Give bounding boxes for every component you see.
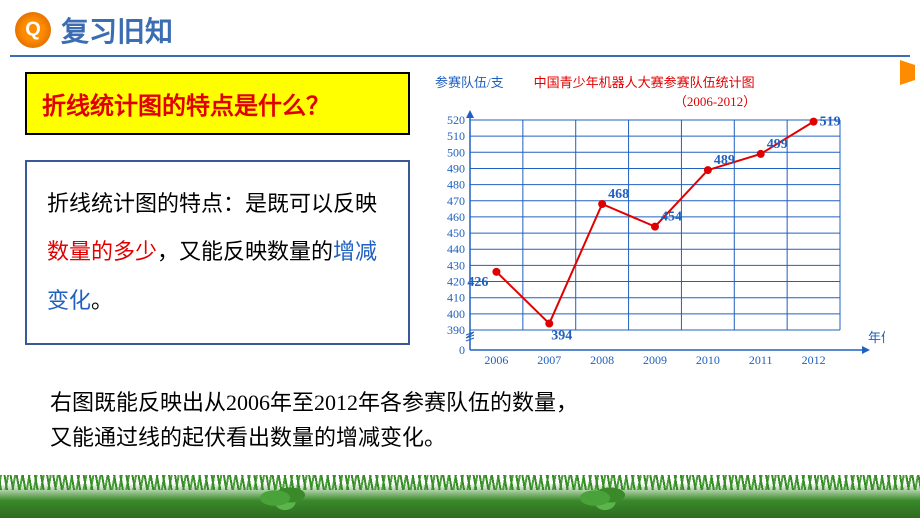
svg-text:400: 400 (447, 307, 465, 321)
svg-text:2008: 2008 (590, 353, 614, 365)
svg-text:2006: 2006 (484, 353, 508, 365)
svg-text:519: 519 (820, 115, 841, 130)
question-box: 折线统计图的特点是什么？ (25, 72, 410, 135)
y-axis-label: 参赛队伍/支 (435, 72, 504, 91)
svg-text:年份: 年份 (868, 330, 885, 345)
svg-text:520: 520 (447, 113, 465, 127)
answer-part1: 折线统计图的特点：是既可以反映 (47, 191, 377, 216)
chart-subtitle: （2006-2012） (545, 91, 885, 110)
svg-text:2010: 2010 (696, 353, 720, 365)
svg-text:468: 468 (608, 187, 629, 202)
chart-svg: 390 400 410 420 430 440 450 460 470 480 490 500 510 5… (425, 110, 885, 365)
svg-text:390: 390 (447, 323, 465, 337)
page-title: 复习旧知 (61, 10, 173, 50)
svg-text:0: 0 (459, 343, 465, 357)
bush-decor (580, 480, 630, 510)
svg-text:499: 499 (767, 137, 788, 152)
svg-text:510: 510 (447, 129, 465, 143)
bush-decor (260, 480, 310, 510)
svg-text:2012: 2012 (802, 353, 826, 365)
svg-text:450: 450 (447, 226, 465, 240)
grass-decor (0, 483, 920, 518)
header-divider (10, 55, 910, 57)
magnifier-icon (15, 12, 51, 48)
svg-text:394: 394 (551, 329, 572, 344)
svg-text:460: 460 (447, 210, 465, 224)
svg-text:500: 500 (447, 145, 465, 159)
bottom-caption: 右图既能反映出从2006年至2012年各参赛队伍的数量， 又能通过线的起伏看出数… (0, 365, 920, 455)
answer-part5: 。 (91, 288, 113, 313)
svg-text:480: 480 (447, 178, 465, 192)
chart-title: 中国青少年机器人大赛参赛队伍统计图 (534, 72, 755, 91)
answer-box: 折线统计图的特点：是既可以反映数量的多少，又能反映数量的增减变化。 (25, 160, 410, 345)
line-chart: 参赛队伍/支 中国青少年机器人大赛参赛队伍统计图 （2006-2012） 390… (425, 72, 885, 365)
svg-text:490: 490 (447, 161, 465, 175)
svg-text:420: 420 (447, 275, 465, 289)
caption-line2: 又能通过线的起伏看出数量的增减变化。 (50, 420, 880, 455)
caption-line1: 右图既能反映出从2006年至2012年各参赛队伍的数量， (50, 385, 880, 420)
svg-text:454: 454 (661, 210, 682, 225)
svg-text:2009: 2009 (643, 353, 667, 365)
svg-text:470: 470 (447, 194, 465, 208)
answer-part3: ，又能反映数量的 (157, 239, 333, 264)
answer-text: 折线统计图的特点：是既可以反映数量的多少，又能反映数量的增减变化。 (47, 191, 377, 313)
question-text: 折线统计图的特点是什么？ (42, 86, 393, 121)
svg-text:2007: 2007 (537, 353, 561, 365)
answer-part2: 数量的多少 (47, 239, 157, 264)
svg-text:2011: 2011 (749, 353, 773, 365)
svg-text:410: 410 (447, 291, 465, 305)
svg-text:440: 440 (447, 242, 465, 256)
svg-text:430: 430 (447, 258, 465, 272)
svg-text:489: 489 (714, 153, 735, 168)
svg-text:426: 426 (467, 275, 488, 290)
